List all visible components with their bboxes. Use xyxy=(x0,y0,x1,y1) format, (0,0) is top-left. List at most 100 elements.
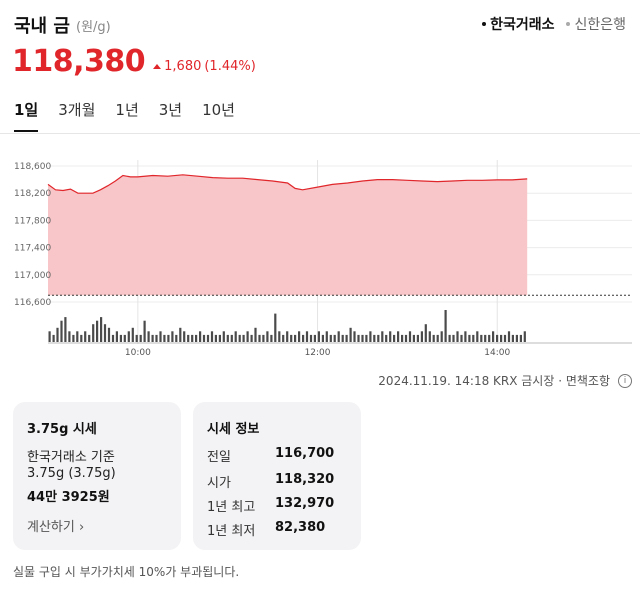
volume-bar xyxy=(290,334,293,342)
volume-bars xyxy=(48,310,632,344)
volume-bar xyxy=(96,320,99,342)
volume-bar xyxy=(84,331,87,342)
market-card: 3.75g 시세 한국거래소 기준 3.75g (3.75g) 44만 3925… xyxy=(13,402,181,550)
volume-bar xyxy=(76,331,79,342)
stat-value: 132,970 xyxy=(275,496,335,511)
volume-bar xyxy=(135,334,138,342)
volume-bar xyxy=(238,334,241,342)
volume-bar xyxy=(444,310,447,342)
volume-bar xyxy=(464,331,467,342)
volume-bar xyxy=(111,334,115,342)
calculate-label: 계산하기 xyxy=(27,520,75,535)
volume-bar xyxy=(496,334,499,342)
volume-bar xyxy=(294,334,297,342)
stat-label: 1년 최저 xyxy=(207,524,256,539)
header: 국내 금 (원/g) 한국거래소 신한은행 xyxy=(14,12,626,38)
source-shinhan[interactable]: 신한은행 xyxy=(566,14,626,34)
triangle-up-icon xyxy=(153,64,162,69)
volume-bar xyxy=(206,334,210,342)
chart-footnote: 2024.11.19. 14:18 KRX 금시장 · 면책조항 i xyxy=(378,372,632,389)
volume-bar xyxy=(456,331,459,342)
x-tick-label: 10:00 xyxy=(125,348,151,358)
source-selector: 한국거래소 신한은행 xyxy=(482,14,626,34)
volume-bar xyxy=(337,331,340,342)
unit-label: (원/g) xyxy=(76,20,111,35)
tab-3m[interactable]: 3개월 xyxy=(58,101,96,119)
weight-text: 3.75g (3.75g) xyxy=(27,466,116,481)
volume-bar xyxy=(480,334,483,342)
volume-bar xyxy=(393,334,396,342)
stat-row: 1년 최고 132,970 xyxy=(207,496,334,515)
info-icon[interactable]: i xyxy=(618,373,632,388)
volume-bar xyxy=(88,334,91,342)
volume-bar xyxy=(381,331,384,342)
change-amount: 1,680 xyxy=(164,59,202,74)
price-row: 118,380 1,680 (1.44%) xyxy=(12,45,256,79)
stat-row: 1년 최저 82,380 xyxy=(207,520,325,539)
tab-3y[interactable]: 3년 xyxy=(158,101,183,119)
price-chart[interactable]: 10:00 12:00 14:00 118,600 118,200 117,800 117… xyxy=(0,140,640,365)
volume-bar xyxy=(484,334,487,342)
volume-bar xyxy=(424,324,427,342)
volume-bar xyxy=(361,334,364,342)
source-krx[interactable]: 한국거래소 xyxy=(482,14,554,34)
volume-bar xyxy=(274,313,277,342)
stat-label: 시가 xyxy=(207,476,231,491)
volume-bar xyxy=(179,327,182,342)
volume-bar xyxy=(80,334,83,342)
market-card-title: 3.75g 시세 xyxy=(27,422,97,437)
volume-bar xyxy=(416,334,419,342)
volume-bar xyxy=(72,334,75,342)
y-axis-labels: 118,600 118,200 117,800 117,400 117,000 116,6… xyxy=(14,162,51,308)
stat-label: 1년 최고 xyxy=(207,500,256,515)
volume-bar xyxy=(226,334,229,342)
volume-bar xyxy=(333,334,336,342)
calculate-link[interactable]: 계산하기 › xyxy=(27,516,84,535)
volume-bar xyxy=(214,334,217,342)
volume-bar xyxy=(242,334,245,342)
tab-10y[interactable]: 10년 xyxy=(202,101,235,119)
volume-bar xyxy=(385,334,388,342)
volume-bar xyxy=(428,331,431,342)
volume-bar xyxy=(511,334,514,342)
volume-bar xyxy=(155,334,158,342)
footnote-text: 2024.11.19. 14:18 KRX 금시장 · 면책조항 xyxy=(378,374,610,388)
volume-bar xyxy=(321,334,324,342)
volume-bar xyxy=(100,317,103,342)
volume-bar xyxy=(519,334,522,342)
y-tick-label: 117,800 xyxy=(14,216,51,226)
volume-bar xyxy=(119,334,122,342)
bullet-icon xyxy=(566,22,571,26)
volume-bar xyxy=(183,331,186,342)
y-tick-label: 118,200 xyxy=(14,189,51,199)
tab-1y[interactable]: 1년 xyxy=(115,101,139,119)
volume-bar xyxy=(313,334,316,342)
volume-bar xyxy=(143,320,146,342)
volume-bar xyxy=(369,331,372,342)
volume-bar xyxy=(373,334,376,342)
vat-note: 실물 구입 시 부가가치세 10%가 부과됩니다. xyxy=(13,565,240,579)
volume-bar xyxy=(440,331,443,342)
info-card-title: 시세 정보 xyxy=(207,422,260,437)
volume-bar xyxy=(139,334,142,342)
volume-bar xyxy=(191,334,194,342)
volume-bar xyxy=(329,334,332,342)
y-tick-label: 116,600 xyxy=(14,298,51,308)
tab-1d[interactable]: 1일 xyxy=(14,99,39,132)
volume-bar xyxy=(408,331,412,342)
volume-bar xyxy=(147,331,150,342)
volume-bar xyxy=(270,334,273,342)
volume-bar xyxy=(262,334,265,342)
volume-bar xyxy=(282,334,285,342)
volume-bar xyxy=(404,334,408,342)
volume-bar xyxy=(500,334,503,342)
volume-bar xyxy=(123,334,126,342)
volume-bar xyxy=(234,331,237,342)
stat-label: 전일 xyxy=(207,450,231,465)
volume-bar xyxy=(230,334,233,342)
chevron-right-icon: › xyxy=(78,520,85,535)
stat-value: 118,320 xyxy=(275,472,335,487)
volume-bar xyxy=(401,334,404,342)
change-percent: (1.44%) xyxy=(204,59,256,74)
volume-bar xyxy=(159,331,162,342)
